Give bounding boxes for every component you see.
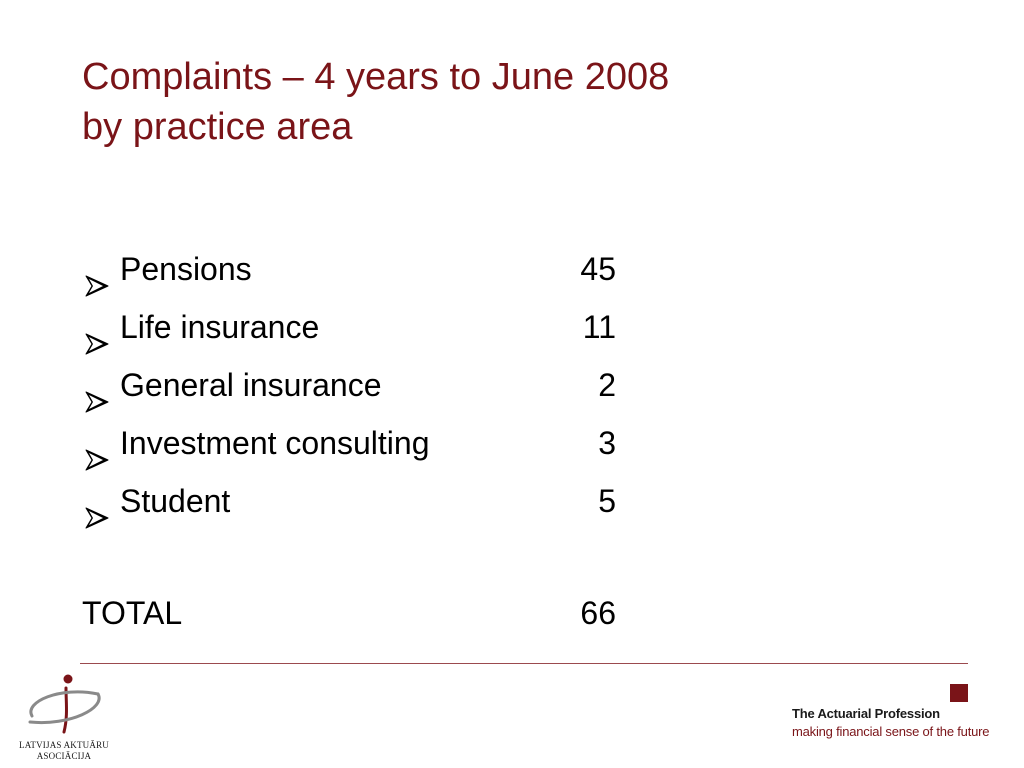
arrow-bullet-icon — [84, 490, 110, 529]
square-icon — [950, 684, 968, 702]
list-item: Pensions 45 — [82, 240, 642, 298]
item-value: 11 — [582, 309, 616, 345]
item-value: 45 — [580, 251, 616, 287]
item-label: Investment consulting — [120, 425, 430, 461]
title-line-1: Complaints – 4 years to June 2008 — [82, 56, 670, 98]
left-logo-line-2: ASOCIĀCIJA — [36, 751, 92, 761]
list-item: Investment consulting 3 — [82, 414, 642, 472]
arrow-bullet-icon — [84, 432, 110, 471]
item-label: Life insurance — [120, 309, 320, 345]
footer-divider — [80, 663, 968, 664]
left-logo-line-1: LATVIJAS AKTUĀRU — [19, 740, 109, 750]
latvian-actuarial-association-logo: LATVIJAS AKTUĀRU ASOCIĀCIJA — [12, 672, 116, 764]
total-row: TOTAL 66 — [82, 584, 642, 642]
list-item: Student 5 — [82, 472, 642, 530]
list-item: Life insurance 11 — [82, 298, 642, 356]
total-value: 66 — [580, 595, 616, 631]
item-value: 5 — [598, 483, 616, 519]
item-label: Pensions — [120, 251, 252, 287]
arrow-bullet-icon — [84, 316, 110, 355]
item-label: Student — [120, 483, 231, 519]
total-label: TOTAL — [82, 595, 183, 631]
arrow-bullet-icon — [84, 258, 110, 297]
slide-title: Complaints – 4 years to June 2008 by pra… — [82, 52, 669, 152]
practice-area-list: Pensions 45 Life insurance 11 General in… — [82, 240, 642, 530]
arrow-bullet-icon — [84, 374, 110, 413]
actuarial-profession-tagline: making financial sense of the future — [792, 724, 990, 739]
item-label: General insurance — [120, 367, 382, 403]
list-item: General insurance 2 — [82, 356, 642, 414]
title-line-2: by practice area — [82, 106, 353, 148]
item-value: 3 — [598, 425, 616, 461]
actuarial-profession-name: The Actuarial Profession — [792, 706, 940, 721]
item-value: 2 — [598, 367, 616, 403]
lna-logo-icon — [28, 674, 101, 734]
